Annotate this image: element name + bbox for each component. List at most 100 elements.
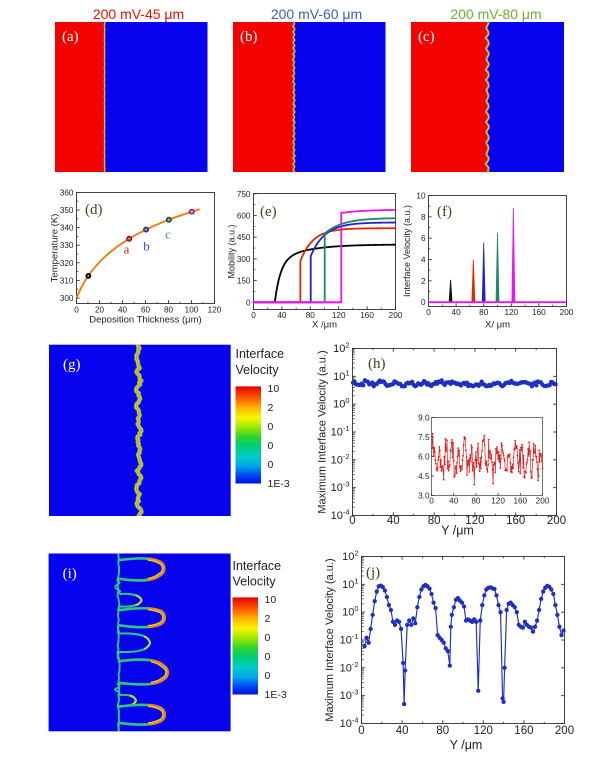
svg-text:Mobility (a.u.): Mobility (a.u.) (227, 224, 237, 278)
svg-text:350: 350 (60, 206, 74, 215)
svg-text:200 mV-60 μm: 200 mV-60 μm (271, 6, 362, 22)
svg-text:200: 200 (536, 497, 550, 506)
svg-text:8: 8 (421, 213, 426, 222)
svg-text:0: 0 (268, 459, 274, 471)
svg-text:160: 160 (532, 308, 546, 317)
svg-text:0: 0 (421, 298, 426, 307)
svg-text:(d): (d) (85, 202, 103, 218)
svg-text:10: 10 (416, 192, 426, 201)
svg-text:Interface Velocity (a.u.): Interface Velocity (a.u.) (402, 205, 412, 297)
svg-text:60: 60 (141, 306, 151, 315)
svg-text:40: 40 (452, 308, 462, 317)
svg-text:X /μm: X /μm (312, 320, 337, 331)
svg-text:2: 2 (268, 402, 274, 414)
svg-text:200: 200 (555, 725, 574, 737)
svg-text:(g): (g) (63, 357, 81, 373)
svg-text:200: 200 (547, 515, 566, 527)
svg-text:0: 0 (349, 515, 355, 527)
svg-text:80: 80 (428, 515, 441, 527)
svg-text:1E-3: 1E-3 (265, 689, 287, 701)
svg-text:Interface: Interface (236, 347, 285, 361)
svg-text:450: 450 (237, 233, 251, 242)
svg-text:120: 120 (465, 515, 484, 527)
svg-text:(h): (h) (368, 356, 386, 372)
svg-text:(f): (f) (437, 204, 452, 220)
svg-text:20: 20 (95, 306, 105, 315)
svg-text:(e): (e) (260, 204, 277, 220)
svg-text:40: 40 (449, 497, 459, 506)
svg-text:Interface: Interface (233, 559, 282, 573)
svg-text:40: 40 (387, 515, 400, 527)
svg-text:2: 2 (265, 613, 271, 625)
svg-text:80: 80 (306, 311, 316, 320)
svg-text:4.5: 4.5 (418, 472, 430, 481)
svg-text:b: b (143, 239, 150, 254)
svg-text:c: c (165, 227, 171, 242)
svg-text:120: 120 (504, 308, 518, 317)
svg-text:750: 750 (237, 190, 251, 199)
svg-text:0: 0 (265, 651, 271, 663)
svg-text:120: 120 (332, 311, 346, 320)
svg-text:200 mV-45 μm: 200 mV-45 μm (93, 6, 184, 22)
svg-text:0: 0 (429, 497, 434, 506)
svg-text:310: 310 (60, 276, 74, 285)
svg-text:2: 2 (421, 277, 426, 286)
svg-text:Deposition Thickness (μm): Deposition Thickness (μm) (89, 315, 201, 326)
svg-text:(j): (j) (366, 565, 380, 581)
svg-text:300: 300 (60, 294, 74, 303)
svg-text:6: 6 (421, 234, 426, 243)
svg-text:a: a (124, 242, 130, 257)
svg-text:0: 0 (268, 421, 274, 433)
svg-text:Maximum Interface Velocity (a.: Maximum Interface Velocity (a.u.) (324, 558, 336, 721)
svg-text:10: 10 (268, 383, 280, 395)
svg-text:9.0: 9.0 (418, 413, 430, 422)
svg-text:160: 160 (360, 311, 374, 320)
svg-text:80: 80 (471, 497, 481, 506)
svg-text:0: 0 (358, 725, 364, 737)
svg-text:320: 320 (60, 259, 74, 268)
svg-text:200: 200 (560, 308, 574, 317)
svg-text:0: 0 (74, 306, 79, 315)
svg-text:Y /μm: Y /μm (441, 524, 474, 538)
svg-text:6.0: 6.0 (418, 452, 430, 461)
svg-text:Temperature (K): Temperature (K) (50, 214, 61, 283)
svg-text:0: 0 (426, 308, 431, 317)
svg-text:360: 360 (60, 188, 74, 197)
svg-text:120: 120 (208, 306, 222, 315)
svg-text:160: 160 (514, 725, 533, 737)
svg-text:600: 600 (237, 212, 251, 221)
svg-text:10: 10 (265, 594, 277, 606)
svg-text:100: 100 (185, 306, 199, 315)
svg-text:120: 120 (491, 497, 505, 506)
svg-text:80: 80 (479, 308, 489, 317)
svg-text:120: 120 (474, 725, 493, 737)
svg-text:150: 150 (237, 277, 251, 286)
svg-text:0: 0 (251, 311, 256, 320)
svg-text:40: 40 (118, 306, 128, 315)
svg-text:200: 200 (389, 311, 403, 320)
svg-text:X/ μm: X/ μm (485, 320, 510, 331)
svg-text:160: 160 (513, 497, 527, 506)
svg-text:80: 80 (164, 306, 174, 315)
svg-text:(b): (b) (240, 29, 258, 45)
svg-text:Velocity: Velocity (233, 575, 277, 589)
svg-text:Velocity: Velocity (236, 363, 280, 377)
svg-text:7.5: 7.5 (418, 433, 430, 442)
svg-text:0: 0 (246, 298, 251, 307)
svg-text:330: 330 (60, 241, 74, 250)
svg-text:40: 40 (277, 311, 287, 320)
svg-text:200 mV-80 μm: 200 mV-80 μm (450, 6, 541, 22)
svg-text:0: 0 (265, 632, 271, 644)
svg-text:3.0: 3.0 (418, 491, 430, 500)
svg-text:(a): (a) (62, 29, 79, 45)
svg-text:0: 0 (265, 670, 271, 682)
svg-text:300: 300 (237, 255, 251, 264)
svg-text:(c): (c) (418, 29, 435, 45)
svg-text:340: 340 (60, 224, 74, 233)
svg-text:80: 80 (436, 725, 449, 737)
svg-text:Maximum Interface Velocity (a.: Maximum Interface Velocity (a.u.) (317, 350, 329, 513)
svg-text:(i): (i) (63, 566, 77, 582)
svg-text:Y /μm: Y /μm (450, 738, 483, 752)
svg-text:160: 160 (506, 515, 525, 527)
svg-text:0: 0 (268, 440, 274, 452)
